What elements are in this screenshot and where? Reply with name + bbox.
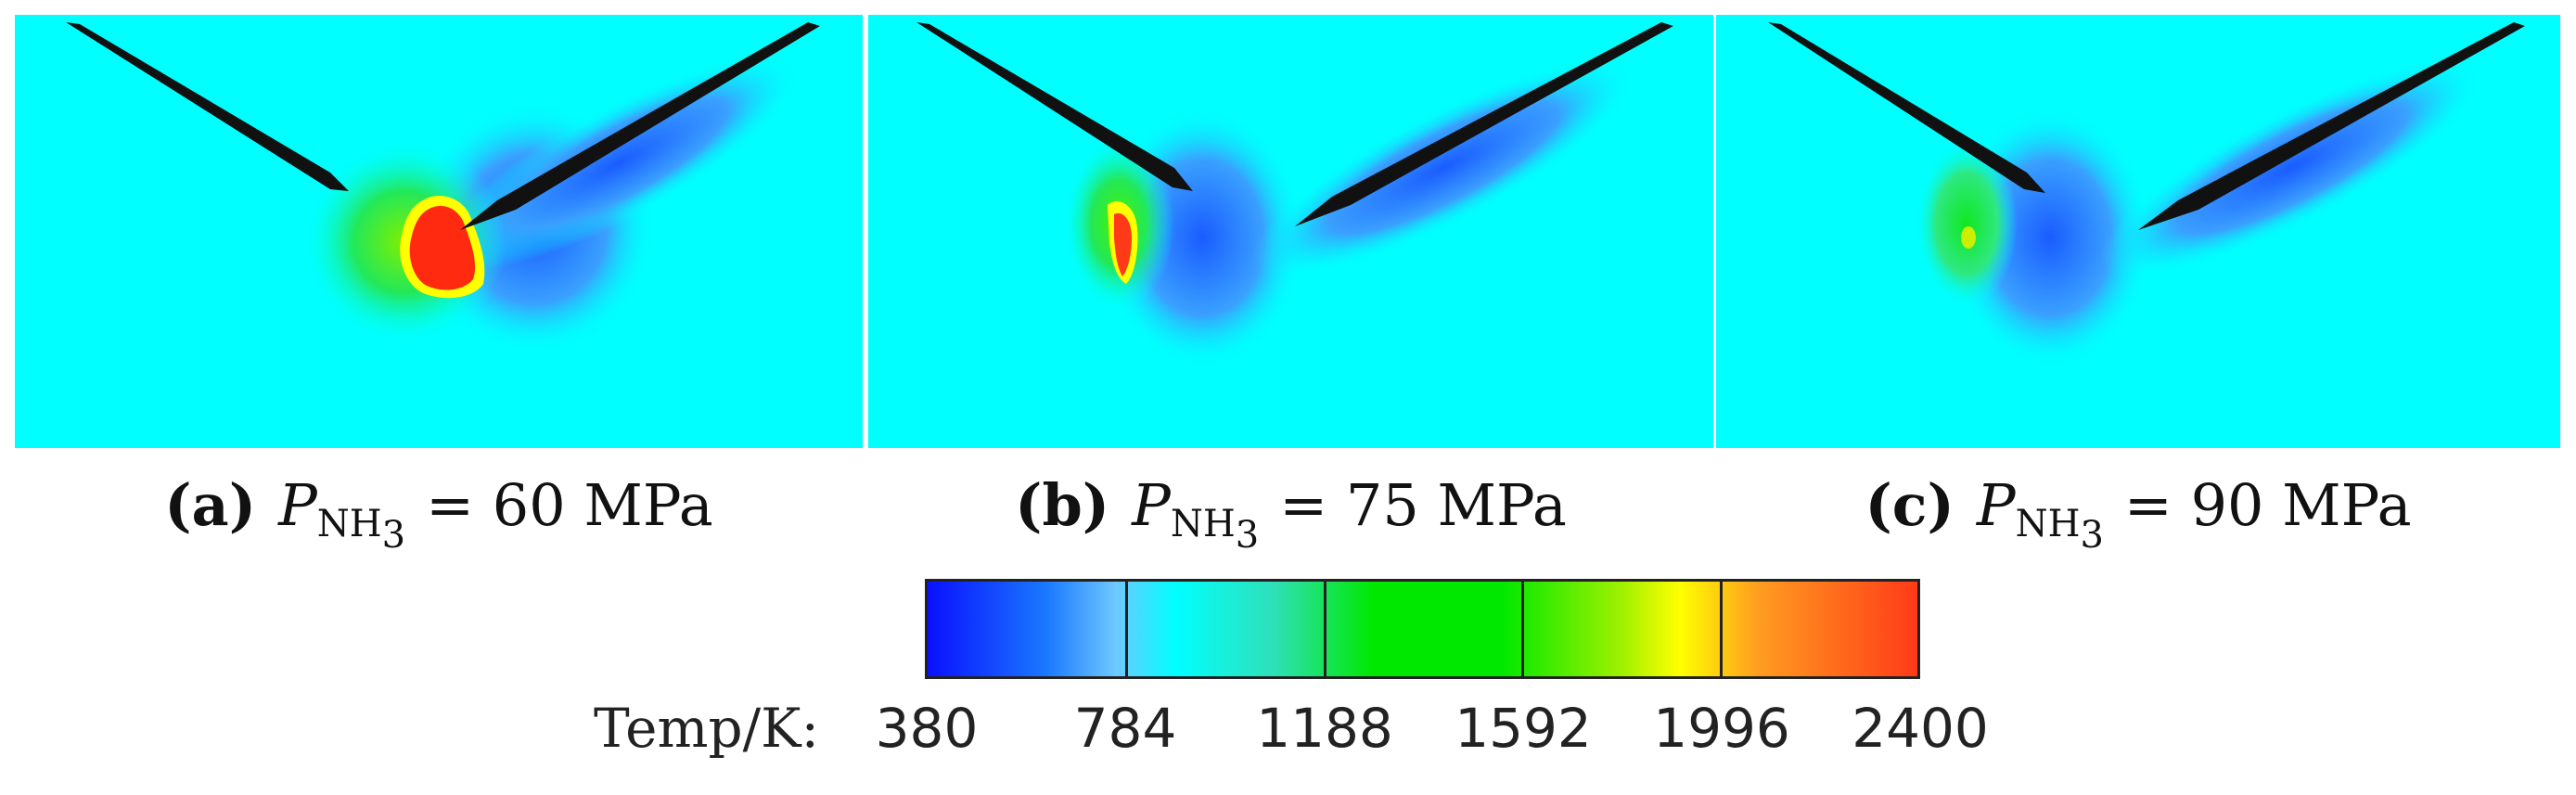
temperature-field-panel-b — [868, 15, 1713, 448]
caption-b: (b) PNH3 = 75 MPa — [868, 464, 1713, 557]
spray-left — [916, 22, 1193, 191]
spray-left — [66, 22, 349, 191]
pressure-value: = 90 MPa — [2123, 471, 2412, 539]
cool-plume-right — [2099, 58, 2483, 277]
colorbar-tick-label: 1996 — [1653, 697, 1790, 760]
pressure-value: = 75 MPa — [1279, 471, 1567, 539]
colorbar-scale: Temp/K: 380 784 1188 1592 1996 2400 — [0, 691, 2576, 765]
panel-label: (c) — [1865, 471, 1954, 539]
pressure-symbol: PNH3 — [278, 471, 406, 557]
temperature-field-panel-a — [15, 15, 863, 448]
colorbar-divider — [1521, 582, 1525, 676]
panel-label: (a) — [164, 471, 257, 539]
spray-right — [2138, 22, 2525, 230]
caption-c: (c) PNH3 = 90 MPa — [1716, 464, 2560, 557]
colorbar-divider — [1719, 582, 1723, 676]
flame-core — [1114, 212, 1132, 276]
spray-right — [460, 22, 820, 230]
colorbar-tick-label: 784 — [1073, 697, 1177, 760]
flame-core — [409, 206, 476, 290]
colorbar-title: Temp/K: — [594, 697, 820, 760]
pressure-value: = 60 MPa — [426, 471, 713, 539]
hot-spot — [1961, 226, 1976, 249]
spray-left — [1768, 22, 2045, 193]
temperature-field-panel-c — [1716, 15, 2560, 448]
spray-right — [1295, 22, 1673, 226]
warm-zone — [1916, 140, 2018, 307]
colorbar-tick-label: 2400 — [1852, 697, 1989, 760]
colorbar-tick-label: 380 — [875, 697, 979, 760]
colorbar-divider — [1125, 582, 1129, 676]
cool-plume-right — [435, 55, 801, 272]
colorbar-divider — [1323, 582, 1326, 676]
pressure-symbol: PNH3 — [1132, 471, 1260, 557]
caption-a: (a) PNH3 = 60 MPa — [15, 464, 863, 557]
colorbar-tick-label: 1188 — [1256, 697, 1393, 760]
temperature-colorbar — [925, 579, 1920, 679]
pressure-symbol: PNH3 — [1976, 471, 2104, 557]
colorbar-tick-label: 1592 — [1455, 697, 1592, 760]
cool-plume-right — [1251, 58, 1635, 277]
panel-label: (b) — [1015, 471, 1110, 539]
